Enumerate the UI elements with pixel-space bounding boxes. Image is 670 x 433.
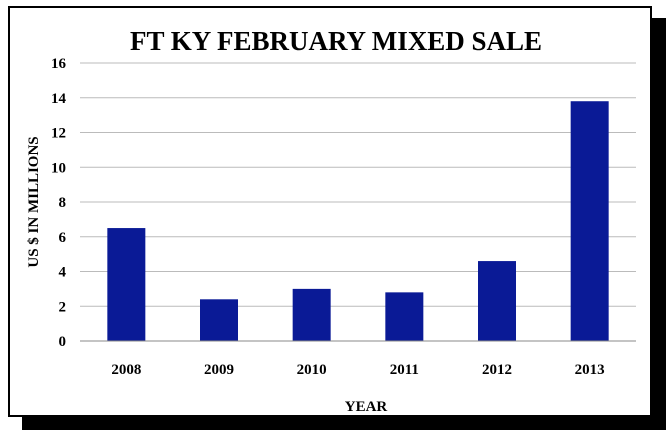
x-tick-label: 2012 bbox=[482, 362, 512, 378]
bar-2011 bbox=[385, 292, 424, 341]
bar-2010 bbox=[292, 288, 331, 341]
y-tick-label: 14 bbox=[51, 91, 67, 107]
x-tick-label: 2013 bbox=[575, 362, 605, 378]
bar-2008 bbox=[107, 228, 146, 341]
y-tick-label: 8 bbox=[59, 195, 67, 211]
x-tick-label: 2010 bbox=[297, 362, 327, 378]
y-tick-label: 0 bbox=[59, 334, 67, 350]
y-tick-label: 2 bbox=[59, 299, 67, 315]
x-tick-label: 2008 bbox=[111, 362, 141, 378]
bar-2009 bbox=[200, 299, 238, 341]
chart-title: FT KY FEBRUARY MIXED SALE bbox=[130, 26, 542, 56]
y-tick-label: 4 bbox=[59, 265, 67, 281]
y-tick-label: 6 bbox=[59, 230, 67, 246]
x-axis-title: YEAR bbox=[345, 399, 388, 415]
bars bbox=[107, 101, 609, 341]
y-tick-label: 16 bbox=[51, 56, 67, 72]
y-tick-label: 10 bbox=[51, 160, 66, 176]
x-tick-label: 2011 bbox=[390, 362, 419, 378]
y-axis-title: US $ IN MILLIONS bbox=[26, 136, 42, 267]
bar-2013 bbox=[570, 101, 609, 341]
x-axis-ticks: 2008 2009 2010 2011 2012 2013 bbox=[111, 362, 604, 378]
x-tick-label: 2009 bbox=[204, 362, 234, 378]
y-tick-label: 12 bbox=[51, 126, 66, 142]
chart-frame bbox=[8, 6, 652, 417]
y-axis-ticks: 0 2 4 6 8 10 12 14 16 bbox=[51, 56, 67, 350]
gridlines bbox=[80, 62, 636, 342]
bar-2012 bbox=[478, 261, 516, 341]
